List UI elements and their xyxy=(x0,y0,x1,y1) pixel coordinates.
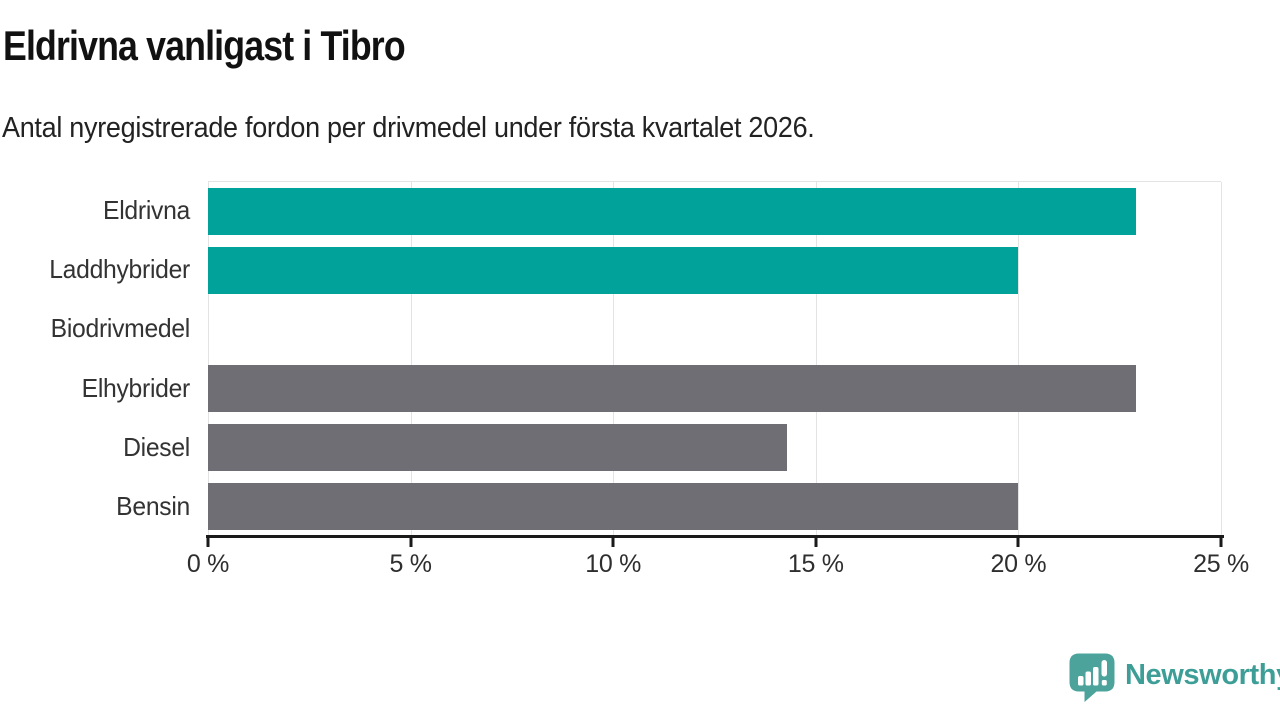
exclamation-dot xyxy=(1101,680,1107,686)
category-label-diesel: Diesel xyxy=(123,431,190,462)
newsworthy-logo: Newsworthy xyxy=(1068,652,1280,702)
x-tick-label-10: 10 % xyxy=(585,550,642,578)
bar-diesel xyxy=(208,424,788,471)
x-tick-label-5: 5 % xyxy=(389,550,432,578)
bar-row-diesel xyxy=(208,418,1221,477)
exclamation-stem xyxy=(1101,660,1107,677)
newsworthy-logo-text: Newsworthy xyxy=(1125,659,1280,691)
bar-rows xyxy=(208,182,1221,536)
category-label-eldrivna: Eldrivna xyxy=(103,195,190,226)
bar-laddhybrider xyxy=(208,247,1019,294)
bar-row-laddhybrider xyxy=(208,241,1221,300)
x-axis-line xyxy=(206,535,1224,538)
gridline-5 xyxy=(410,182,412,536)
plot-area xyxy=(208,181,1222,536)
x-tick-25 xyxy=(1219,538,1223,547)
category-labels: Eldrivna Laddhybrider Biodrivmedel Elhybrid… xyxy=(0,181,190,536)
x-tick-label-20: 20 % xyxy=(990,550,1047,578)
x-tick-label-25: 25 % xyxy=(1193,550,1249,578)
x-tick-label-0: 0 % xyxy=(186,550,230,578)
bar-row-elhybrider xyxy=(208,359,1221,418)
x-tick-15 xyxy=(814,538,818,547)
bar-row-bensin xyxy=(208,477,1221,536)
mini-bar-1 xyxy=(1078,676,1084,686)
x-tick-0 xyxy=(206,538,210,547)
category-label-elhybrider: Elhybrider xyxy=(81,372,191,403)
speech-bubble-shape xyxy=(1069,653,1115,702)
bar-elhybrider xyxy=(208,365,1136,412)
x-axis: 0 % 5 % 10 % 15 % 20 % 25 % xyxy=(187,535,1249,585)
newsworthy-speech-bubble-chart-icon xyxy=(1069,653,1115,702)
x-tick-label-15: 15 % xyxy=(787,550,844,578)
bar-row-biodrivmedel xyxy=(208,300,1221,359)
category-label-laddhybrider: Laddhybrider xyxy=(49,254,190,285)
gridline-20 xyxy=(1018,182,1020,536)
x-tick-20 xyxy=(1016,538,1020,547)
x-tick-5 xyxy=(409,538,413,547)
bar-bensin xyxy=(208,483,1019,530)
chart-subtitle: Antal nyregistrerade fordon per drivmede… xyxy=(2,112,815,144)
bar-row-eldrivna xyxy=(208,182,1221,241)
chart-title: Eldrivna vanligast i Tibro xyxy=(3,22,406,69)
mini-bar-2 xyxy=(1085,671,1091,686)
gridline-15 xyxy=(815,182,817,536)
category-label-bensin: Bensin xyxy=(116,490,190,521)
gridline-25 xyxy=(1221,182,1222,536)
category-label-biodrivmedel: Biodrivmedel xyxy=(50,313,191,344)
x-tick-10 xyxy=(611,538,615,547)
gridline-0 xyxy=(208,182,209,536)
mini-bar-3 xyxy=(1093,667,1099,686)
bar-eldrivna xyxy=(208,188,1136,235)
gridline-10 xyxy=(613,182,615,536)
